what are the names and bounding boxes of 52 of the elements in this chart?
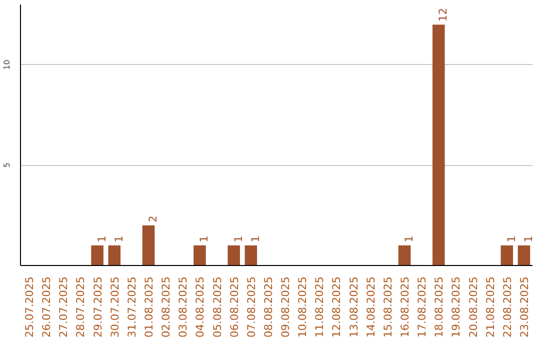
x-tick-label: 12.08.2025 [330,276,344,338]
x-tick-label: 14.08.2025 [364,276,378,338]
x-tick-label: 02.08.2025 [160,276,173,338]
data-label: 1 [402,236,416,242]
data-label: 1 [112,236,126,242]
data-label: 1 [198,236,211,242]
x-tick-label: 03.08.2025 [176,276,190,338]
x-tick-label: 09.08.2025 [279,276,292,338]
x-tick-label: 08.08.2025 [262,276,275,338]
x-tick-label: 17.08.2025 [416,276,429,338]
x-tick-label: 18.08.2025 [432,276,446,338]
x-tick-label: 30.07.2025 [108,276,122,338]
x-tick-label: 15.08.2025 [381,276,394,338]
x-tick-label: 01.08.2025 [142,276,156,338]
x-tick-label: 27.07.2025 [57,276,70,338]
bar [500,245,514,266]
x-tick-label: 10.08.2025 [296,276,310,338]
x-tick-label: 21.08.2025 [484,276,497,338]
x-tick-label: 06.08.2025 [228,276,241,338]
bar [194,245,206,266]
bar [518,245,530,266]
x-tick-label: 16.08.2025 [398,276,412,338]
x-tick-label: 26.07.2025 [40,276,54,338]
x-tick-label: 31.07.2025 [125,276,138,338]
bar [108,245,121,266]
data-label: 1 [248,236,262,242]
data-label: 2 [146,216,160,222]
data-label: 1 [232,236,245,242]
data-label: 1 [522,236,535,242]
data-label: 1 [95,236,108,242]
x-tick-label: 11.08.2025 [313,276,326,338]
bar [91,245,104,266]
x-tick-label: 07.08.2025 [244,276,258,338]
data-label: 12 [436,8,450,22]
x-tick-label: 29.07.2025 [91,276,104,338]
x-tick-label: 05.08.2025 [210,276,224,338]
x-tick-label: 22.08.2025 [500,276,514,338]
x-tick-label: 19.08.2025 [450,276,463,338]
x-tick-label: 13.08.2025 [347,276,360,338]
data-label: 1 [504,236,518,242]
x-tick-label: 28.07.2025 [74,276,88,338]
bar [228,245,240,266]
x-tick-label: 20.08.2025 [466,276,480,338]
y-tick-label: 5 [2,162,12,168]
x-tick-label: 25.07.2025 [23,276,36,338]
bar [142,225,155,266]
x-tick-label: 04.08.2025 [194,276,207,338]
bar [432,24,445,266]
bar [244,245,258,266]
bar [398,245,411,266]
y-tick-label: 10 [2,60,12,70]
x-tick-label: 23.08.2025 [518,276,531,338]
